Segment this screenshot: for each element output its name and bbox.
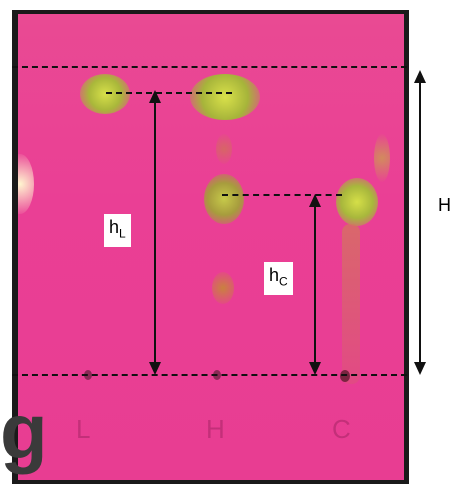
h-arrow-head-up: [414, 70, 426, 83]
hc-label-main: h: [269, 265, 280, 285]
spot-lane-h-middle: [204, 174, 244, 224]
hl-label-main: h: [109, 217, 120, 237]
spot-lane-h-lower: [212, 272, 234, 304]
h-arrow-line: [419, 82, 421, 364]
spot-lane-h-top: [190, 74, 260, 120]
cropped-letter: g: [0, 387, 48, 475]
hc-label: hC: [264, 262, 293, 295]
lane-label-h: H: [206, 414, 225, 444]
solvent-front-line: [12, 66, 407, 68]
origin-dot-c: [340, 370, 350, 382]
spot-c-level-line: [222, 194, 342, 196]
hl-arrow-head-up: [149, 90, 161, 103]
hl-arrow-line: [154, 100, 156, 366]
lane-label-c: C: [332, 414, 351, 444]
h-label: H: [438, 195, 451, 215]
h-arrow-head-down: [414, 362, 426, 375]
spot-lane-c-side: [374, 134, 390, 182]
spot-lane-c-top: [336, 178, 378, 226]
lane-label-l: L: [76, 414, 91, 444]
spot-l-level-line: [106, 92, 232, 94]
spot-lane-c-streak: [342, 224, 360, 384]
hc-arrow-head-down: [309, 362, 321, 375]
hc-arrow-head-up: [309, 194, 321, 207]
hc-label-sub: C: [279, 274, 288, 289]
spot-lane-h-trail: [216, 134, 232, 164]
hl-arrow-head-down: [149, 362, 161, 375]
spot-lane-l-top: [80, 74, 130, 114]
hc-arrow-line: [314, 204, 316, 366]
plate-glare: [18, 154, 34, 214]
hl-label-sub: L: [119, 226, 126, 241]
tlc-plate: L H C: [18, 14, 404, 480]
hl-label: hL: [104, 214, 131, 247]
origin-line: [12, 374, 407, 376]
